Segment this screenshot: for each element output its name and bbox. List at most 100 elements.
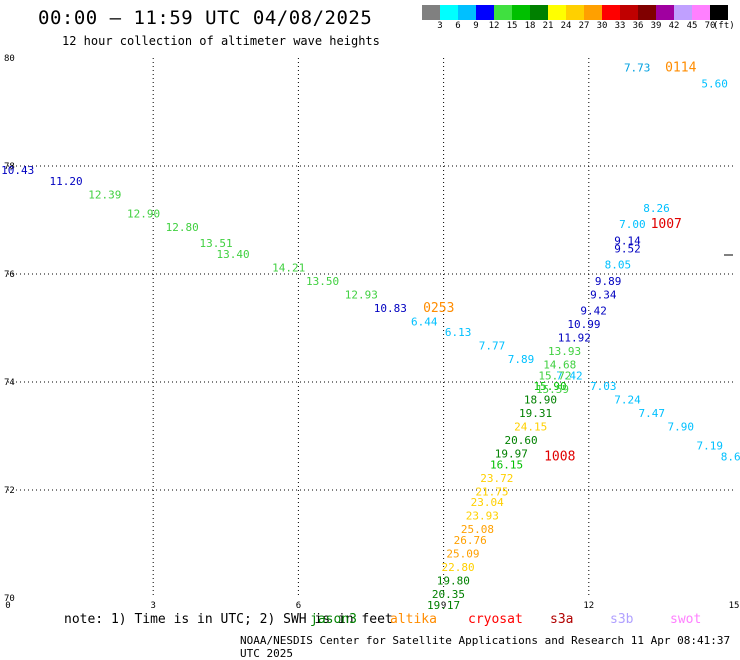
- legend-item-altika: altika: [390, 612, 437, 627]
- chart-subtitle: 12 hour collection of altimeter wave hei…: [62, 34, 380, 48]
- wave-height-label: 20.60: [504, 434, 537, 447]
- legend: jason3 altika cryosat s3a s3b swot: [310, 612, 740, 630]
- wave-height-label: 9.52: [614, 242, 641, 255]
- colorbar-tick-label: 12: [488, 21, 500, 31]
- wave-height-label: 10.43: [1, 164, 34, 177]
- y-tick-label: 80: [4, 54, 15, 64]
- colorbar-tick-label: 18: [524, 21, 536, 31]
- wave-height-label: 13.51: [200, 237, 233, 250]
- colorbar-tick-label: 27: [578, 21, 590, 31]
- colorbar-tick-label: 3: [437, 21, 443, 31]
- wave-height-label: 22.80: [442, 561, 475, 574]
- colorbar-swatch: [530, 5, 548, 20]
- colorbar-swatch: [674, 5, 692, 20]
- storm-id-label: 0253: [423, 301, 454, 316]
- wave-height-label: 16.15: [490, 458, 523, 471]
- colorbar: [422, 5, 728, 20]
- x-tick-label: 6: [296, 601, 301, 611]
- colorbar-tick-label: 9: [473, 21, 479, 31]
- wave-height-label: 10.99: [567, 318, 600, 331]
- note-text: note: 1) Time is in UTC; 2) SWH is in fe…: [64, 612, 393, 627]
- wave-height-label: 19.31: [519, 407, 552, 420]
- wave-height-label: 13.93: [548, 345, 581, 358]
- y-tick-label: 74: [4, 378, 15, 388]
- wave-height-label: 7.89: [508, 353, 535, 366]
- wave-height-label: 9.89: [595, 275, 622, 288]
- colorbar-tick-label: 6: [455, 21, 461, 31]
- wave-height-label: 14.21: [272, 261, 305, 274]
- wave-height-label: 12.39: [88, 188, 121, 201]
- storm-id-label: 1008: [544, 449, 575, 464]
- chart-title: 00:00 – 11:59 UTC 04/08/2025: [38, 7, 373, 29]
- legend-item-jason3: jason3: [310, 612, 357, 627]
- wave-height-label: 23.04: [471, 496, 504, 509]
- storm-id-label: 1007: [651, 217, 682, 232]
- wave-height-label: 13.50: [306, 275, 339, 288]
- wave-height-label: 26.76: [454, 534, 487, 547]
- colorbar-swatch: [584, 5, 602, 20]
- colorbar-labels: 3 6 9 12 15 18 21 24 27 30 33 36 39 42 45 70: [422, 21, 740, 35]
- wave-height-label: 11.92: [558, 332, 591, 345]
- legend-item-swot: swot: [670, 612, 702, 627]
- colorbar-tick-label: 70: [704, 21, 716, 31]
- x-tick-label: 3: [150, 601, 155, 611]
- y-tick-label: 72: [4, 486, 15, 496]
- wave-height-label: 23.72: [480, 472, 513, 485]
- colorbar-swatch: [476, 5, 494, 20]
- legend-item-cryosat: cryosat: [468, 612, 523, 627]
- x-tick-label: 12: [583, 601, 594, 611]
- y-tick-label: 78: [4, 162, 15, 172]
- colorbar-tick-label: 45: [686, 21, 698, 31]
- wave-height-label: 21.75: [475, 485, 508, 498]
- wave-height-label: 7.90: [668, 421, 695, 434]
- x-tick-label: 0: [5, 601, 10, 611]
- colorbar-tick-label: 36: [632, 21, 644, 31]
- colorbar-swatch: [494, 5, 512, 20]
- colorbar-tick-label: 21: [542, 21, 554, 31]
- wave-height-label: 12.90: [127, 207, 160, 220]
- colorbar-tick-label: 24: [560, 21, 572, 31]
- colorbar-swatch: [548, 5, 566, 20]
- x-tick-label: 9: [441, 601, 446, 611]
- wave-height-label: 5.60: [701, 78, 728, 91]
- plot-area: 0 3 6 9 12 15 70 72 74 76 78 80 7.73 5.60 10.43 11.20 12…: [1, 54, 740, 612]
- wave-height-label: 15.90: [534, 380, 567, 393]
- wave-height-label: 24.15: [514, 421, 547, 434]
- wave-height-label: 7.00: [619, 218, 646, 231]
- colorbar-swatch: [512, 5, 530, 20]
- wave-height-label: 7.77: [479, 340, 506, 353]
- colorbar-unit: (ft): [713, 21, 735, 31]
- x-tick-label: 15: [729, 601, 740, 611]
- colorbar-swatch: [602, 5, 620, 20]
- wave-height-label: 25.09: [446, 548, 479, 561]
- colorbar-tick-label: 39: [650, 21, 662, 31]
- wave-height-label: 19.17: [427, 599, 460, 612]
- wave-height-label: 7.19: [697, 440, 724, 453]
- colorbar-swatch: [566, 5, 584, 20]
- wave-height-label: 20.35: [432, 588, 465, 601]
- wave-height-label: 25.08: [461, 523, 494, 536]
- legend-item-s3b: s3b: [610, 612, 634, 627]
- wave-height-label: 6.13: [445, 326, 472, 339]
- wave-height-label: 8.26: [643, 202, 670, 215]
- wave-height-label: 12.80: [166, 221, 199, 234]
- wave-height-label: 7.47: [638, 407, 665, 420]
- colorbar-tick-label: 42: [668, 21, 680, 31]
- wave-height-label: 9.14: [614, 234, 641, 247]
- colorbar-swatch: [422, 5, 440, 20]
- wave-height-label: 13.40: [216, 248, 249, 261]
- wave-height-label: 15.59: [536, 383, 569, 396]
- colorbar-swatch: [656, 5, 674, 20]
- wave-height-label: 6.44: [411, 315, 438, 328]
- colorbar-swatch: [638, 5, 656, 20]
- colorbar-swatch: [458, 5, 476, 20]
- wave-height-label: 11.20: [50, 175, 83, 188]
- wave-height-label: 15.72: [538, 369, 571, 382]
- y-tick-label: 76: [4, 270, 15, 280]
- wave-height-label: 19.97: [495, 448, 528, 461]
- wave-height-label: 18.90: [524, 394, 557, 407]
- colorbar-swatch: [710, 5, 728, 20]
- wave-height-label: 8.67: [721, 450, 740, 463]
- wave-height-label: 7.03: [590, 380, 617, 393]
- wave-height-label: 19.80: [437, 575, 470, 588]
